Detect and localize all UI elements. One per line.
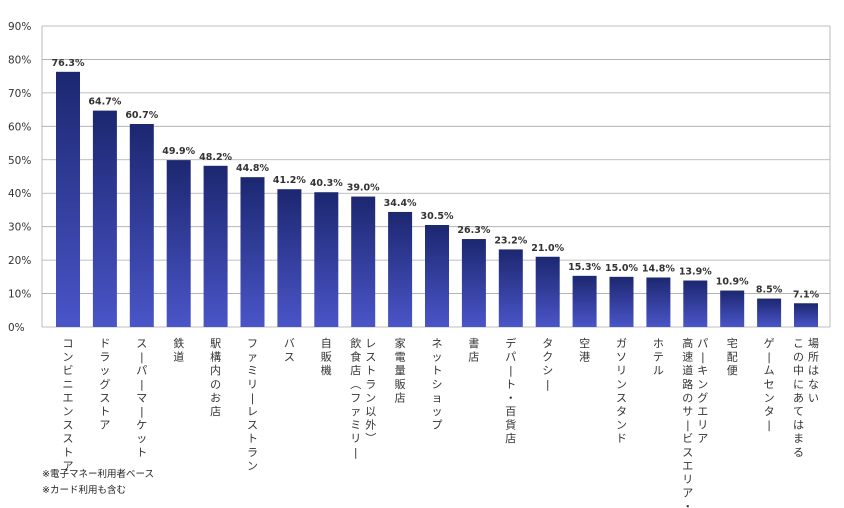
value-label: 7.1% [793,289,820,300]
category-label: ホテル [653,337,664,377]
bars [56,71,818,328]
bar [572,275,597,327]
bar [794,303,818,327]
bar [757,298,782,327]
value-label: 40.3% [310,178,343,189]
bar [609,276,634,327]
bar [461,239,486,327]
value-label: 13.9% [679,267,712,278]
bar [720,290,745,327]
category-label: コンビニエンスストア [63,337,74,472]
value-labels: 76.3% 64.7% 60.7% 49.9% 48.2% 44.8% 41.2% 40.3%… [52,58,820,300]
y-tick-label: 10% [8,289,31,301]
bar [498,249,523,327]
value-label: 41.2% [273,175,306,186]
bar [56,71,80,328]
category-label: 鉄道 [173,336,184,364]
category-label: パ|キングエリア [697,337,708,445]
value-label: 15.0% [605,263,638,274]
bar [646,277,671,327]
y-tick-label: 90% [8,21,31,33]
value-label: 14.8% [642,264,675,275]
category-label: ガソリンスタンド [616,337,627,445]
category-label: 駅構内のお店 [210,337,221,418]
category-label: バス [284,337,295,364]
category-label: 家電量販店 [395,336,406,404]
y-tick-label: 0% [8,322,25,334]
category-label: ゲ|ムセンタ| [764,337,775,432]
x-axis-category-labels: コンビニエンスストア ドラッグストア ス|パ|マ|ケット 鉄道 駅構内のお店 ファミリ|レ… [63,336,820,508]
y-axis-tick-labels: 0% 10% 20% 30% 40% 50% 60% 70% 80% 90% [8,21,31,334]
bar [535,256,560,327]
value-label: 30.5% [421,211,454,222]
bar [92,110,117,327]
value-label: 60.7% [125,110,158,121]
bar [203,165,228,327]
category-label: レストラン以外︶ [365,337,376,445]
bar [240,177,265,327]
footnote-ecash-users: ※電子マネー利用者ベース [42,469,154,480]
value-label: 26.3% [457,225,490,236]
category-label: 飲食店︵ファミリ| [350,336,361,459]
category-label: ファミリ|レストラン [247,337,258,472]
y-tick-label: 20% [8,255,31,267]
category-label: デパ|ト・百貨店 [505,336,516,445]
category-label: 空港 [579,336,590,364]
category-label: 書店 [468,336,479,364]
value-label: 76.3% [52,58,85,69]
category-label: この中にあてはまる [793,337,804,459]
bar [314,192,339,327]
bar [425,224,449,327]
value-label: 49.9% [162,146,195,157]
value-label: 10.9% [716,277,749,288]
y-tick-label: 70% [8,88,31,100]
value-label: 48.2% [199,152,232,163]
category-label: 宅配便 [727,336,738,377]
bar [351,196,376,327]
bar [129,123,154,328]
value-label: 44.8% [236,163,269,174]
value-label: 39.0% [347,183,380,194]
category-label: タクシ| [542,337,553,391]
category-label: 自販機 [321,337,332,377]
y-tick-label: 60% [8,121,31,133]
category-label: ネットショップ [432,337,443,432]
y-tick-label: 50% [8,155,31,167]
y-tick-label: 80% [8,54,31,66]
y-tick-label: 40% [8,188,31,200]
category-label: ス|パ|マ|ケット [136,337,147,459]
value-label: 21.0% [531,243,564,254]
bar [277,189,302,327]
y-tick-label: 30% [8,222,31,234]
footnote-card-included: ※カード利用も含む [42,485,126,496]
value-label: 23.2% [494,235,527,246]
value-label: 8.5% [756,285,783,296]
value-label: 15.3% [568,262,601,273]
category-label: 場所はない [808,337,819,404]
bar [166,160,191,327]
category-label: 高速道路のサ|ビスエリア・ [682,336,693,508]
category-label: ドラッグストア [99,337,110,432]
bar [683,280,708,327]
value-label: 64.7% [88,97,121,108]
bar [388,211,413,327]
value-label: 34.4% [384,198,417,209]
